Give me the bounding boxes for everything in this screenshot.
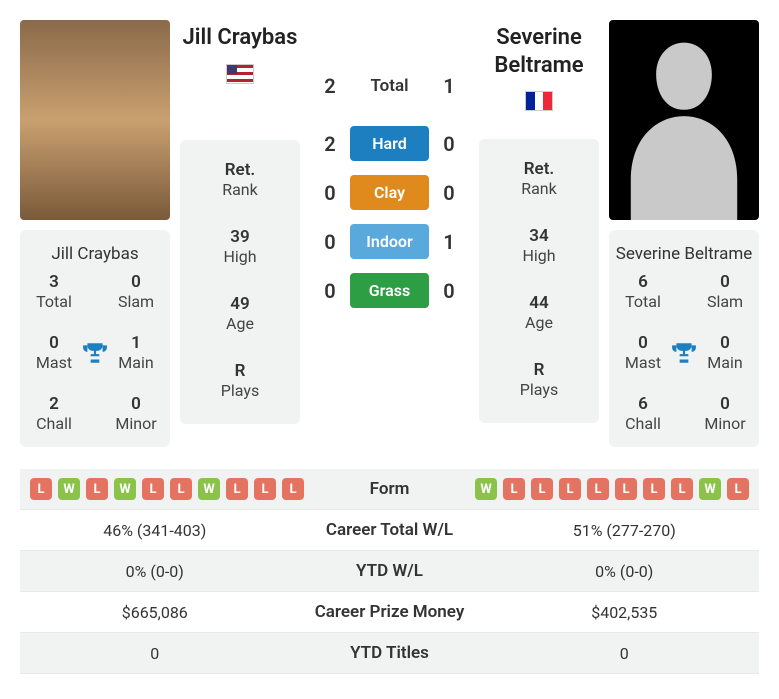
- p1-high: 39: [180, 227, 300, 247]
- h2h-center: 2 Total 1 2Hard00Clay00Indoor10Grass0: [310, 20, 469, 322]
- h2h-surface-row: 2Hard0: [310, 126, 469, 161]
- player1-column: Jill Craybas 3Total 0Slam 0Mast 1Main 2C…: [20, 20, 170, 447]
- trophy-icon: [82, 340, 108, 366]
- form-loss-badge: L: [643, 478, 665, 500]
- p2-plays: R: [479, 360, 599, 380]
- p2-ytd-wl: 0% (0-0): [490, 562, 760, 581]
- form-loss-badge: L: [531, 478, 553, 500]
- player1-flag-icon: [226, 64, 254, 84]
- h2h-surface-row: 0Grass0: [310, 273, 469, 308]
- form-win-badge: W: [699, 478, 721, 500]
- form-loss-badge: L: [86, 478, 108, 500]
- ytd-titles-label: YTD Titles: [290, 643, 490, 663]
- prize-label: Career Prize Money: [290, 602, 490, 622]
- p1-rank: Ret.: [180, 160, 300, 180]
- p1-titles-slam: 0: [108, 272, 164, 292]
- h2h-p1-val: 0: [310, 181, 350, 205]
- form-loss-badge: L: [727, 478, 749, 500]
- player1-mid: Jill Craybas Ret.Rank 39High 49Age RPlay…: [180, 20, 300, 424]
- h2h-p2-val: 0: [429, 181, 469, 205]
- h2h-p1-val: 0: [310, 230, 350, 254]
- form-loss-badge: L: [226, 478, 248, 500]
- form-loss-badge: L: [30, 478, 52, 500]
- h2h-total-label: Total: [350, 76, 429, 96]
- trophy-icon: [671, 340, 697, 366]
- form-loss-badge: L: [587, 478, 609, 500]
- p2-titles-slam: 0: [697, 272, 753, 292]
- form-loss-badge: L: [615, 478, 637, 500]
- p1-ytd-titles: 0: [20, 644, 290, 663]
- h2h-total-p1: 2: [310, 74, 350, 98]
- form-win-badge: W: [58, 478, 80, 500]
- p2-titles-mast: 0: [615, 333, 671, 353]
- player2-mid: Severine Beltrame Ret.Rank 34High 44Age …: [479, 20, 599, 423]
- form-loss-badge: L: [170, 478, 192, 500]
- player2-column: Severine Beltrame 6Total 0Slam 0Mast 0Ma…: [609, 20, 759, 447]
- player1-stat-card: Ret.Rank 39High 49Age RPlays: [180, 140, 300, 424]
- ytd-wl-label: YTD W/L: [290, 561, 490, 581]
- form-loss-badge: L: [254, 478, 276, 500]
- player2-name-small: Severine Beltrame: [615, 240, 753, 272]
- player2-photo: [609, 20, 759, 220]
- p1-prize: $665,086: [20, 603, 290, 622]
- p2-titles-total: 6: [615, 272, 671, 292]
- p2-titles-minor: 0: [697, 394, 753, 414]
- player2-stat-card: Ret.Rank 34High 44Age RPlays: [479, 139, 599, 423]
- p2-age: 44: [479, 293, 599, 313]
- form-loss-badge: L: [671, 478, 693, 500]
- career-wl-label: Career Total W/L: [290, 520, 490, 540]
- p1-titles-total: 3: [26, 272, 82, 292]
- player2-flag-icon: [525, 91, 553, 111]
- p1-ytd-wl: 0% (0-0): [20, 562, 290, 581]
- player2-form: WLLLLLLLWL: [465, 478, 759, 500]
- player1-name: Jill Craybas: [183, 24, 298, 52]
- h2h-total-p2: 1: [429, 74, 469, 98]
- h2h-p1-val: 2: [310, 132, 350, 156]
- p1-titles-chall: 2: [26, 394, 82, 414]
- player1-photo: [20, 20, 170, 220]
- h2h-p2-val: 0: [429, 279, 469, 303]
- p2-titles-chall: 6: [615, 394, 671, 414]
- h2h-surface-row: 0Indoor1: [310, 224, 469, 259]
- p1-titles-main: 1: [108, 333, 164, 353]
- p2-titles-main: 0: [697, 333, 753, 353]
- form-loss-badge: L: [142, 478, 164, 500]
- head-to-head-header: Jill Craybas 3Total 0Slam 0Mast 1Main 2C…: [20, 20, 759, 447]
- form-win-badge: W: [198, 478, 220, 500]
- p2-career-wl: 51% (277-270): [490, 521, 760, 540]
- form-win-badge: W: [475, 478, 497, 500]
- player1-name-small: Jill Craybas: [26, 240, 164, 272]
- player1-profile-card: Jill Craybas 3Total 0Slam 0Mast 1Main 2C…: [20, 230, 170, 447]
- p1-titles-minor: 0: [108, 394, 164, 414]
- h2h-p2-val: 0: [429, 132, 469, 156]
- p1-plays: R: [180, 361, 300, 381]
- form-win-badge: W: [114, 478, 136, 500]
- surface-pill: Hard: [350, 126, 429, 161]
- form-loss-badge: L: [559, 478, 581, 500]
- form-label: Form: [314, 479, 465, 499]
- p2-rank: Ret.: [479, 159, 599, 179]
- comparison-table: LWLWLLWLLL Form WLLLLLLLWL 46% (341-403)…: [20, 469, 759, 674]
- h2h-p2-val: 1: [429, 230, 469, 254]
- p2-high: 34: [479, 226, 599, 246]
- p1-career-wl: 46% (341-403): [20, 521, 290, 540]
- player2-name: Severine Beltrame: [479, 24, 599, 79]
- h2h-p1-val: 0: [310, 279, 350, 303]
- surface-pill: Indoor: [350, 224, 429, 259]
- p2-prize: $402,535: [490, 603, 760, 622]
- h2h-surface-row: 0Clay0: [310, 175, 469, 210]
- silhouette-icon: [619, 30, 749, 220]
- surface-pill: Grass: [350, 273, 429, 308]
- form-loss-badge: L: [282, 478, 304, 500]
- p1-age: 49: [180, 294, 300, 314]
- player1-form: LWLWLLWLLL: [20, 478, 314, 500]
- surface-pill: Clay: [350, 175, 429, 210]
- form-loss-badge: L: [503, 478, 525, 500]
- p1-titles-mast: 0: [26, 333, 82, 353]
- player2-profile-card: Severine Beltrame 6Total 0Slam 0Mast 0Ma…: [609, 230, 759, 447]
- p2-ytd-titles: 0: [490, 644, 760, 663]
